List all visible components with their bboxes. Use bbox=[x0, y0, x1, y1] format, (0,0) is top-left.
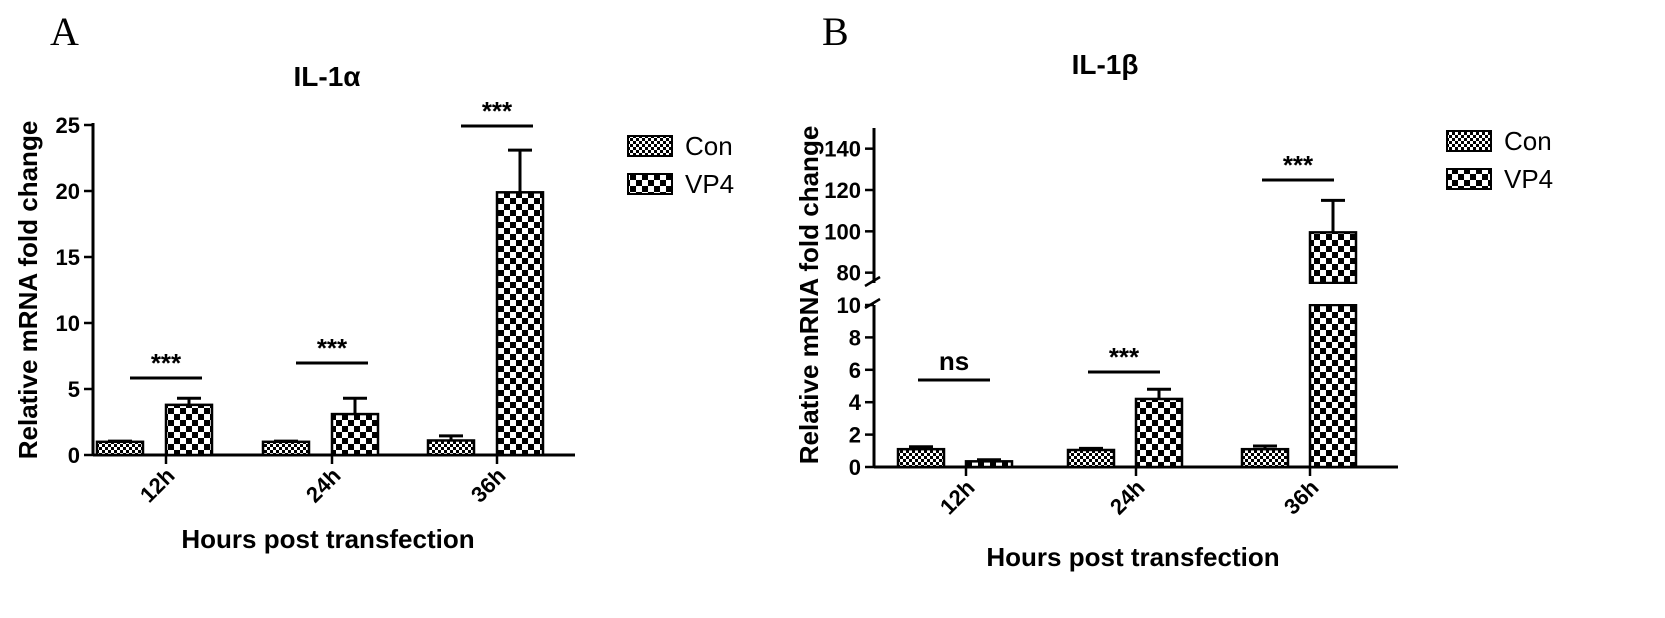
axis-break-mark-b bbox=[864, 297, 881, 310]
chart-title-a: IL-1α bbox=[294, 61, 361, 92]
legend-a: Con VP4 bbox=[627, 131, 734, 199]
legend-swatch-con bbox=[1446, 130, 1492, 152]
bar-con bbox=[1240, 447, 1290, 469]
y-tick-label-b: 0 bbox=[849, 455, 861, 480]
bar-con bbox=[95, 440, 145, 457]
bar-con bbox=[426, 439, 476, 457]
legend-label-con: Con bbox=[1504, 126, 1552, 156]
y-tick-label-b: 120 bbox=[824, 178, 861, 203]
legend-b: Con VP4 bbox=[1446, 126, 1553, 194]
y-tick-label-a: 25 bbox=[56, 113, 80, 138]
x-tick-label-b: 24h bbox=[1105, 475, 1149, 519]
bar-vp4 bbox=[1308, 303, 1358, 469]
significance-label-b: *** bbox=[1283, 150, 1314, 180]
y-tick-label-a: 15 bbox=[56, 245, 80, 270]
significance-label-b: ns bbox=[939, 346, 969, 376]
legend-swatch-con bbox=[627, 135, 673, 157]
x-axis-label-b: Hours post transfection bbox=[986, 542, 1279, 572]
x-tick-label-b: 36h bbox=[1279, 475, 1323, 519]
bar-con bbox=[261, 440, 311, 457]
x-tick-label-a: 36h bbox=[466, 463, 510, 507]
significance-label-a: *** bbox=[151, 348, 182, 378]
y-tick-label-b: 140 bbox=[824, 137, 861, 162]
y-tick-label-b: 80 bbox=[837, 261, 861, 286]
y-tick-label-b: 4 bbox=[849, 390, 862, 415]
panel-a: A IL-1α Relative mRNA fold change Hours … bbox=[13, 9, 734, 554]
y-tick-label-b: 10 bbox=[837, 293, 861, 318]
x-tick-label-b: 12h bbox=[935, 475, 979, 519]
bars-b: ns *** *** bbox=[896, 150, 1360, 469]
bars-a: *** *** *** bbox=[95, 96, 545, 457]
x-tick-label-a: 12h bbox=[135, 463, 179, 507]
legend-swatch-vp4 bbox=[1446, 168, 1492, 190]
y-tick-label-a: 20 bbox=[56, 179, 80, 204]
y-tick-label-a: 10 bbox=[56, 311, 80, 336]
axis-break-mark-b bbox=[864, 275, 881, 288]
significance-label-a: *** bbox=[482, 96, 513, 126]
bar-vp4 bbox=[164, 403, 214, 457]
y-axis-label-a: Relative mRNA fold change bbox=[13, 121, 43, 460]
y-tick-label-b: 8 bbox=[849, 325, 861, 350]
legend-label-vp4: VP4 bbox=[1504, 164, 1553, 194]
legend-label-con: Con bbox=[685, 131, 733, 161]
y-tick-label-a: 0 bbox=[68, 443, 80, 468]
bar-con bbox=[896, 447, 946, 469]
y-tick-label-a: 5 bbox=[68, 377, 80, 402]
bar-vp4 bbox=[964, 460, 1014, 469]
legend-label-vp4: VP4 bbox=[685, 169, 734, 199]
chart-title-b: IL-1β bbox=[1072, 49, 1139, 80]
x-tick-label-a: 24h bbox=[301, 463, 345, 507]
y-axis-label-b: Relative mRNA fold change bbox=[794, 126, 824, 465]
bar-vp4 bbox=[330, 412, 380, 457]
y-tick-label-b: 2 bbox=[849, 423, 861, 448]
y-tick-label-b: 6 bbox=[849, 358, 861, 383]
x-axis-label-a: Hours post transfection bbox=[181, 524, 474, 554]
bar-vp4-upper bbox=[1308, 231, 1358, 285]
y-tick-label-b: 100 bbox=[824, 219, 861, 244]
bar-vp4 bbox=[1134, 397, 1184, 469]
panel-letter-b: B bbox=[822, 9, 849, 54]
legend-swatch-vp4 bbox=[627, 173, 673, 195]
bar-con bbox=[1066, 448, 1116, 469]
panel-b: B IL-1β Relative mRNA fold change Hours … bbox=[794, 9, 1553, 572]
panel-letter-a: A bbox=[50, 9, 79, 54]
bar-vp4 bbox=[495, 191, 545, 457]
bar-break-gap-b bbox=[1306, 284, 1360, 304]
significance-label-a: *** bbox=[317, 333, 348, 363]
significance-label-b: *** bbox=[1109, 342, 1140, 372]
